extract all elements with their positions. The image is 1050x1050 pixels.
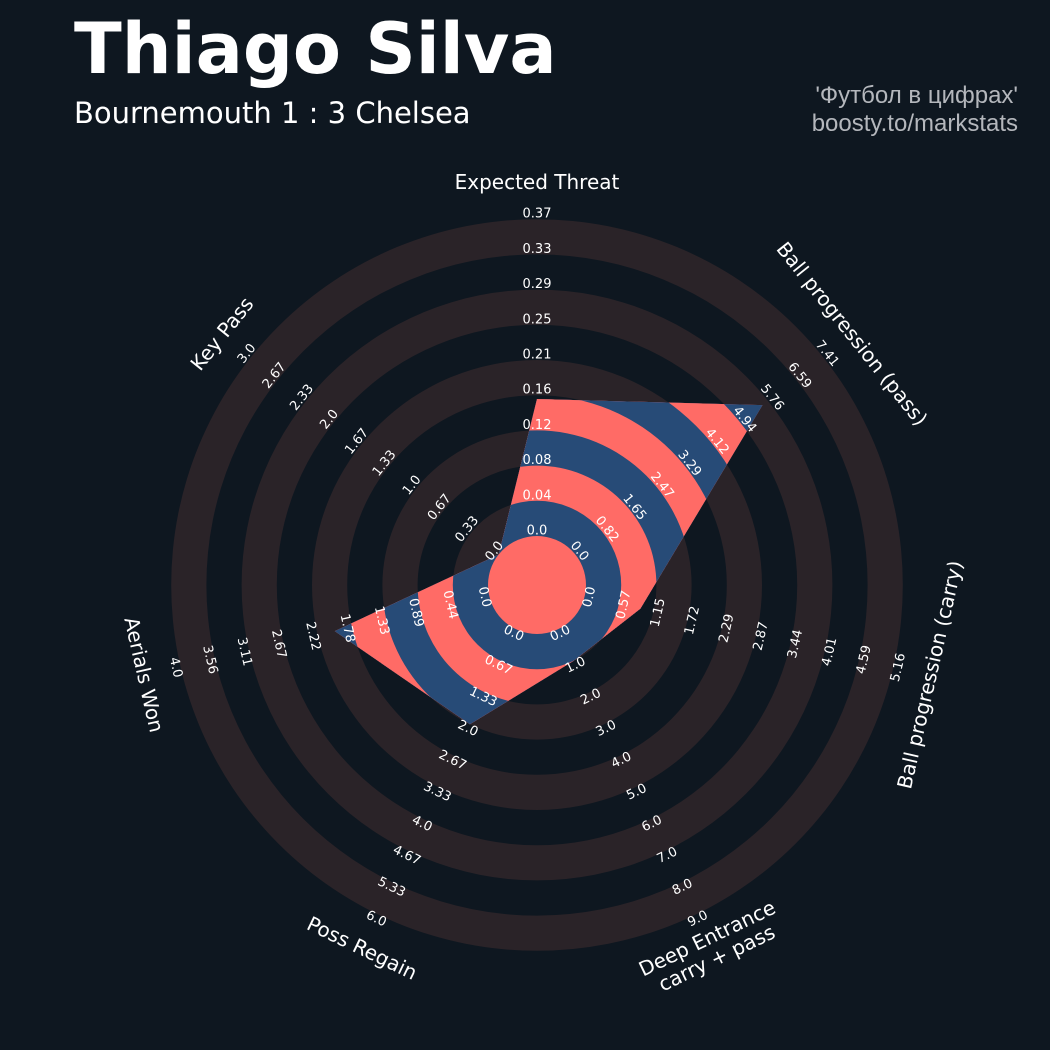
tick-label: 2.67 xyxy=(268,628,289,660)
tick-label: 1.33 xyxy=(371,605,392,637)
tick-label: 1.15 xyxy=(648,597,669,629)
tick-label: 3.44 xyxy=(785,628,806,660)
tick-label: 2.22 xyxy=(302,620,323,652)
tick-label: 2.87 xyxy=(751,620,772,652)
tick-label: 0.04 xyxy=(523,488,552,503)
tick-label: 4.01 xyxy=(819,636,840,668)
tick-label: 0.37 xyxy=(523,207,552,222)
param-label: Expected Threat xyxy=(455,170,620,194)
tick-label: 0.08 xyxy=(523,453,552,468)
tick-label: 4.0 xyxy=(166,656,185,680)
tick-label: 0.57 xyxy=(613,589,634,621)
tick-label: 1.78 xyxy=(337,613,358,645)
tick-label: 1.72 xyxy=(682,605,703,637)
tick-label: 2.29 xyxy=(716,613,737,645)
tick-label: 0.0 xyxy=(527,524,548,539)
credit: 'Футбол в цифрах' boosty.to/markstats xyxy=(812,82,1018,138)
player-name-title: Thiago Silva xyxy=(74,8,557,90)
center-circle xyxy=(488,536,586,634)
tick-label: 3.11 xyxy=(234,636,255,668)
tick-label: 5.16 xyxy=(888,652,909,684)
tick-label: 0.25 xyxy=(523,312,552,327)
tick-label: 0.12 xyxy=(523,418,552,433)
param-label: Aerials Won xyxy=(119,615,169,735)
match-subtitle: Bournemouth 1 : 3 Chelsea xyxy=(74,96,471,130)
tick-label: 0.89 xyxy=(405,597,426,629)
tick-label: 0.16 xyxy=(523,383,552,398)
tick-label: 0.29 xyxy=(523,277,552,292)
tick-label: 4.59 xyxy=(854,644,875,676)
tick-label: 0.44 xyxy=(440,589,461,621)
credit-line-2: boosty.to/markstats xyxy=(811,110,1018,137)
tick-label: 0.0 xyxy=(475,585,494,609)
param-label-line: Expected Threat xyxy=(455,170,620,194)
credit-line-1: 'Футбол в цифрах' xyxy=(815,82,1018,109)
param-label-line: Aerials Won xyxy=(119,615,169,735)
tick-label: 0.0 xyxy=(580,585,599,609)
tick-label: 3.56 xyxy=(199,644,220,676)
tick-label: 0.21 xyxy=(523,348,552,363)
tick-label: 0.33 xyxy=(523,242,552,257)
